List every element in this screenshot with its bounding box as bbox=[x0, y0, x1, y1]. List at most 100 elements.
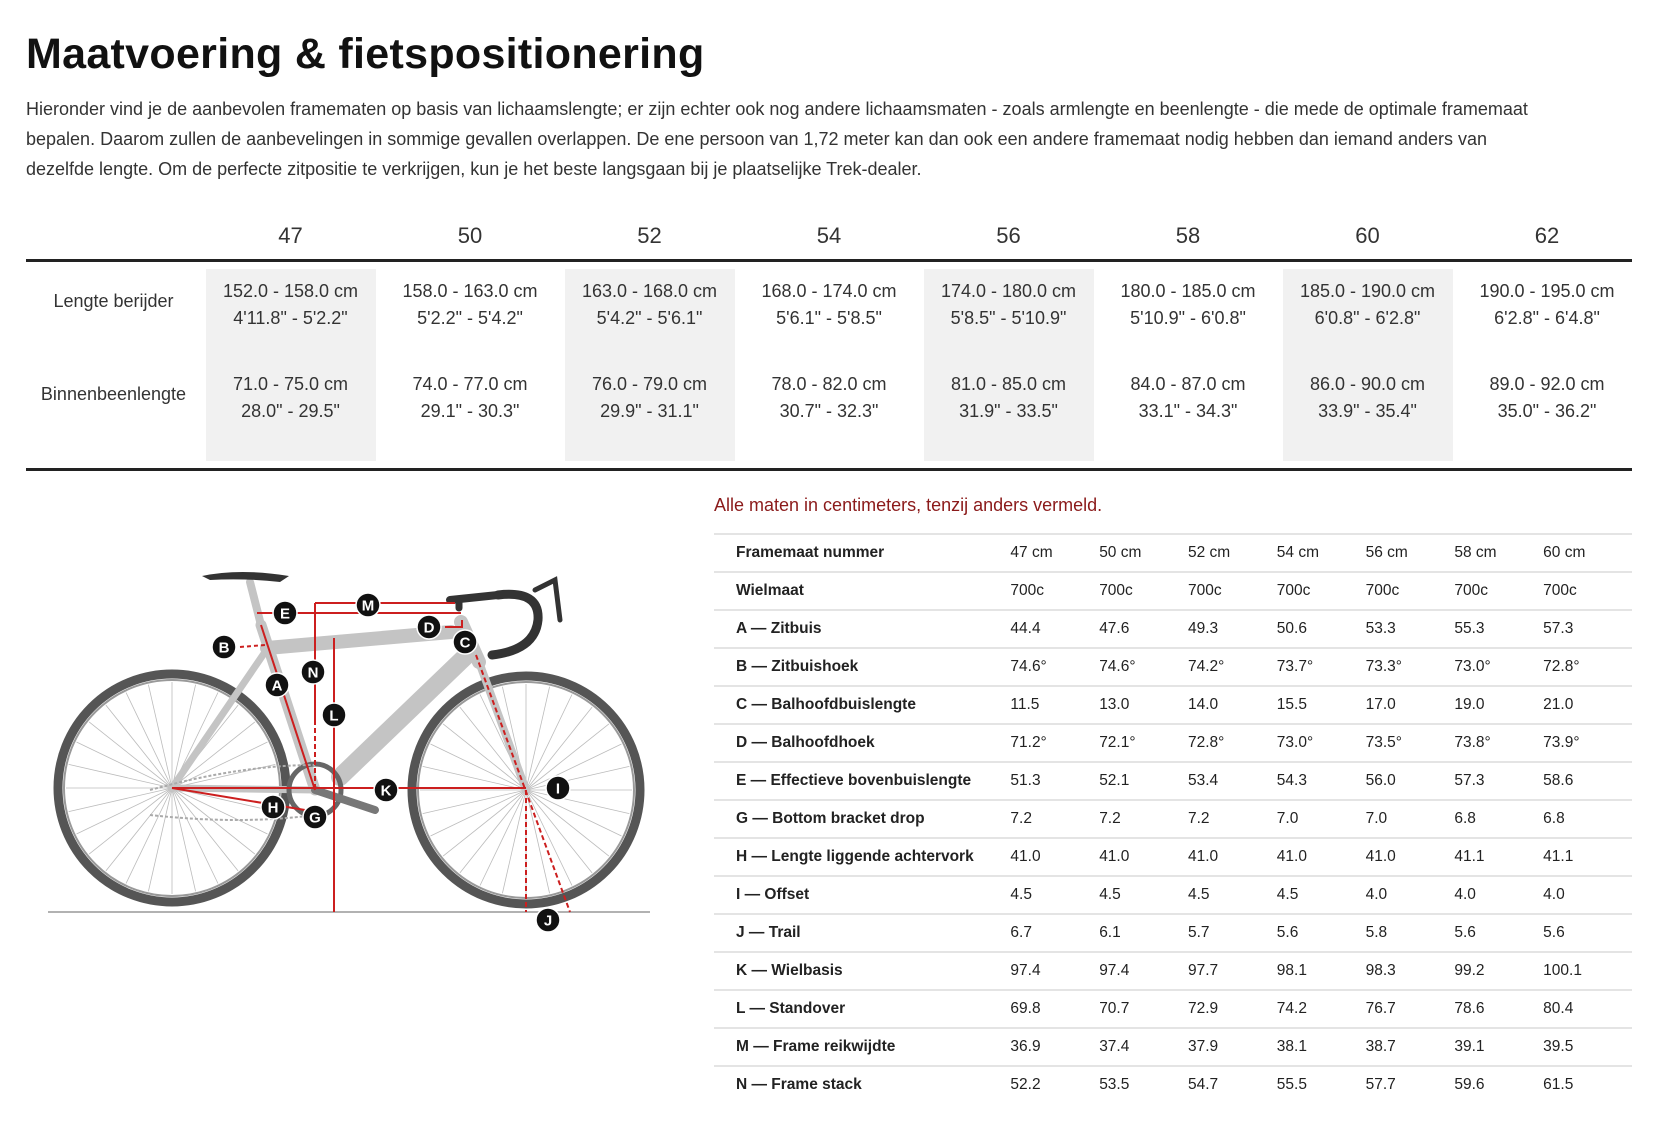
spoke bbox=[525, 694, 573, 791]
table-cell: 99.2 bbox=[1454, 962, 1485, 979]
table-cell: 4.0 bbox=[1365, 886, 1388, 903]
diagram-marker-g: G bbox=[302, 804, 328, 830]
row-label: Lengte berijder bbox=[53, 291, 174, 311]
table-cell: 97.4 bbox=[1010, 962, 1041, 979]
spoke bbox=[88, 787, 173, 855]
table-cell: 6.8 bbox=[1454, 810, 1476, 827]
size-cell: 190.0 - 195.0 cm 6'2.8" - 6'4.8" bbox=[1458, 278, 1637, 332]
marker-letter: J bbox=[544, 913, 552, 930]
spoke bbox=[459, 706, 527, 791]
table-cell: 72.9 bbox=[1187, 1000, 1219, 1017]
table-cell: 700c bbox=[1365, 582, 1400, 599]
table-cell: 80.4 bbox=[1543, 1000, 1574, 1017]
imperial-range: 5'6.1" - 5'8.5" bbox=[776, 308, 882, 328]
imperial-range: 4'11.8" - 5'2.2" bbox=[233, 308, 348, 328]
intro-line: bepalen. Daarom zullen de aanbevelingen … bbox=[26, 129, 1487, 149]
diagram-marker-d: D bbox=[416, 614, 442, 640]
spoke bbox=[88, 721, 173, 789]
size-cell: 78.0 - 82.0 cm 30.7" - 32.3" bbox=[740, 371, 919, 425]
table-cell: 56 cm bbox=[1365, 544, 1408, 561]
row-label: B — Zitbuishoek bbox=[736, 658, 859, 675]
diagram-marker-e: E bbox=[272, 600, 298, 626]
table-cell: 70.7 bbox=[1099, 1000, 1130, 1017]
spoke bbox=[171, 684, 196, 789]
marker-letter: G bbox=[309, 810, 321, 827]
spoke bbox=[148, 684, 173, 789]
marker-letter: K bbox=[381, 783, 392, 800]
table-cell: 55.5 bbox=[1276, 1076, 1307, 1093]
size-cell: 152.0 - 158.0 cm 4'11.8" - 5'2.2" bbox=[201, 278, 380, 332]
spoke bbox=[525, 789, 550, 894]
spoke bbox=[479, 789, 527, 886]
metric-range: 89.0 - 92.0 cm bbox=[1489, 374, 1605, 394]
table-cell: 47 cm bbox=[1010, 544, 1053, 561]
size-cell: 74.0 - 77.0 cm 29.1" - 30.3" bbox=[381, 371, 560, 425]
table-cell: 39.5 bbox=[1543, 1038, 1574, 1055]
imperial-range: 35.0" - 36.2" bbox=[1497, 401, 1597, 421]
size-cell: 163.0 - 168.0 cm 5'4.2" - 5'6.1" bbox=[560, 278, 739, 332]
imperial-range: 5'10.9" - 6'0.8" bbox=[1130, 308, 1246, 328]
row-label: K — Wielbasis bbox=[736, 962, 843, 979]
size-cell: 89.0 - 92.0 cm 35.0" - 36.2" bbox=[1458, 371, 1637, 425]
intro-line: dezelfde lengte. Om de perfecte zitposit… bbox=[26, 159, 922, 179]
metric-range: 81.0 - 85.0 cm bbox=[950, 374, 1067, 394]
table-cell: 11.5 bbox=[1010, 696, 1040, 713]
table-cell: 38.1 bbox=[1276, 1038, 1307, 1055]
table-cell: 5.6 bbox=[1276, 924, 1299, 941]
table-cell: 57.7 bbox=[1365, 1076, 1396, 1093]
spoke bbox=[422, 789, 527, 814]
diagram-marker-m: M bbox=[355, 592, 381, 618]
table-cell: 74.2 bbox=[1276, 1000, 1307, 1017]
intro-line: Hieronder vind je de aanbevolen framemat… bbox=[26, 99, 1528, 119]
spoke bbox=[502, 789, 527, 894]
diagram-marker-j: J bbox=[535, 907, 561, 933]
spoke bbox=[442, 723, 527, 791]
spoke bbox=[148, 787, 173, 892]
spoke bbox=[442, 789, 527, 857]
marker-letter: A bbox=[272, 678, 283, 695]
spoke bbox=[125, 787, 173, 884]
size-header-47: 47 bbox=[278, 223, 303, 248]
table-row: L — Standover 69.8 70.7 72.9 74.2 76.7 78.6 80.… bbox=[714, 989, 1632, 1027]
table-cell: 41.0 bbox=[1365, 848, 1396, 865]
table-cell: 41.0 bbox=[1010, 848, 1041, 865]
table-cell: 74.2° bbox=[1187, 658, 1225, 675]
table-cell: 73.3° bbox=[1365, 658, 1402, 675]
table-cell: 4.5 bbox=[1187, 886, 1210, 903]
row-label: D — Balhoofdhoek bbox=[736, 734, 875, 751]
shaded-column bbox=[565, 269, 735, 461]
imperial-range: 28.0" - 29.5" bbox=[241, 401, 340, 421]
marker-letter: C bbox=[460, 635, 471, 652]
table-row: Framemaat nummer 47 cm 50 cm 52 cm 54 cm 56 c… bbox=[714, 533, 1632, 571]
table-cell: 41.1 bbox=[1454, 848, 1485, 865]
spoke bbox=[525, 723, 610, 791]
table-cell: 74.6° bbox=[1010, 658, 1047, 675]
table-cell: 41.0 bbox=[1276, 848, 1307, 865]
page-title: Maatvoering & fietspositionering bbox=[26, 30, 705, 78]
marker-letter: D bbox=[424, 620, 435, 637]
size-header-58: 58 bbox=[1175, 223, 1201, 248]
diagram-marker-h: H bbox=[260, 794, 286, 820]
size-header-52: 52 bbox=[637, 223, 662, 248]
size-header-62: 62 bbox=[1534, 223, 1560, 248]
spoke bbox=[171, 787, 196, 892]
table-row: N — Frame stack 52.2 53.5 54.7 55.5 57.7 59.6 6… bbox=[714, 1065, 1632, 1103]
table-cell: 52.2 bbox=[1010, 1076, 1041, 1093]
row-label: Binnenbeenlengte bbox=[40, 384, 187, 404]
bottom-divider bbox=[26, 468, 1632, 471]
spoke bbox=[430, 743, 527, 791]
table-cell: 44.4 bbox=[1010, 620, 1041, 637]
table-cell: 76.7 bbox=[1365, 1000, 1396, 1017]
table-cell: 5.8 bbox=[1365, 924, 1388, 941]
size-header-54: 54 bbox=[816, 223, 842, 248]
size-header-60: 60 bbox=[1355, 223, 1380, 248]
metric-range: 185.0 - 190.0 cm bbox=[1299, 281, 1436, 301]
spoke bbox=[459, 789, 527, 874]
diagram-marker-c: C bbox=[452, 629, 478, 655]
row-label: Framemaat nummer bbox=[736, 544, 885, 561]
table-cell: 58 cm bbox=[1454, 544, 1497, 561]
table-cell: 5.7 bbox=[1187, 924, 1210, 941]
table-cell: 37.4 bbox=[1099, 1038, 1130, 1055]
table-row: J — Trail 6.7 6.1 5.7 5.6 5.8 5.6 5.6 bbox=[714, 913, 1632, 951]
spoke bbox=[76, 787, 173, 835]
